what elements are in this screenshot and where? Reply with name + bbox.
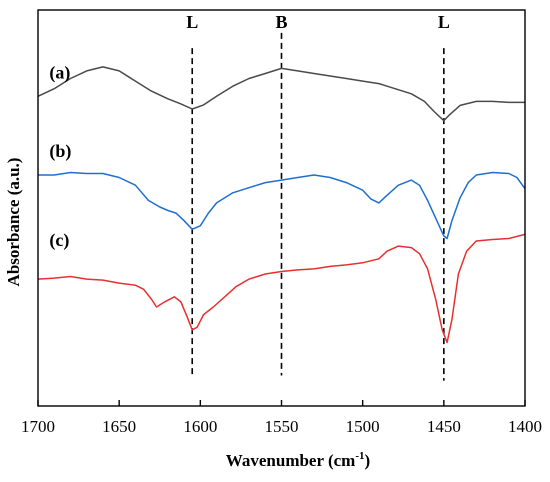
x-axis-title-superscript: -1 <box>355 450 364 462</box>
series-label-a: (a) <box>49 63 70 84</box>
x-tick-label: 1550 <box>265 417 299 436</box>
axes: 1700 1650 1600 1550 1500 1450 1400 <box>21 9 542 436</box>
x-tick-label: 1600 <box>183 417 217 436</box>
x-tick-label: 1500 <box>346 417 380 436</box>
spectrum-line-c <box>37 233 526 344</box>
spectrum-line-b <box>38 171 526 240</box>
spectrum-line-a <box>37 66 525 122</box>
plot-area: L B L (a) (b) (c) <box>37 12 526 381</box>
x-axis-title-end: ) <box>365 451 371 470</box>
reference-label-l: L <box>186 12 198 32</box>
x-tick-label: 1400 <box>508 417 542 436</box>
series-label-c: (c) <box>49 230 69 251</box>
x-axis-title-text: Wavenumber (cm <box>226 451 356 470</box>
x-tick-label: 1450 <box>427 417 461 436</box>
x-tick-label: 1650 <box>102 417 136 436</box>
reference-label-l: L <box>438 12 450 32</box>
series-label-b: (b) <box>49 141 71 162</box>
x-axis-title: Wavenumber (cm-1) <box>226 450 370 470</box>
y-axis-title: Absorbance (a.u.) <box>4 158 23 287</box>
reference-label-b: B <box>275 12 287 32</box>
x-tick-label: 1700 <box>21 417 55 436</box>
